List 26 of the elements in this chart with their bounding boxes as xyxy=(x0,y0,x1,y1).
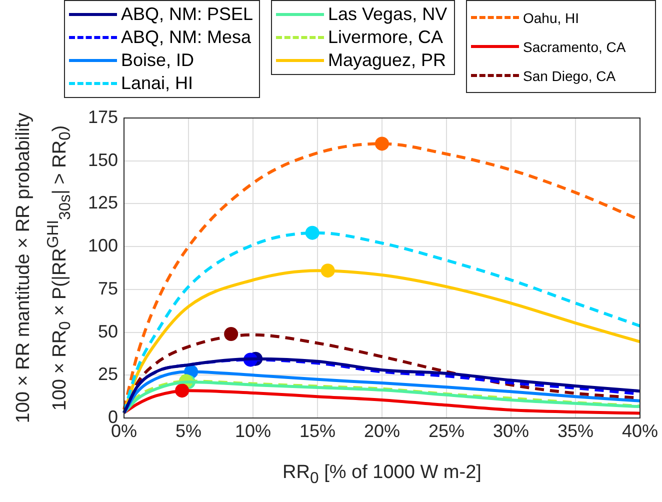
legend-label: San Diego, CA xyxy=(523,68,616,84)
y-tick-label: 25 xyxy=(98,364,118,384)
x-tick-label: 15% xyxy=(299,420,336,441)
y-tick-label: 175 xyxy=(88,106,118,127)
legend-label: Las Vegas, NV xyxy=(328,4,448,25)
x-tick-label: 20% xyxy=(364,420,400,441)
y-tick-label: 50 xyxy=(98,321,118,342)
x-tick-label: 35% xyxy=(557,420,594,441)
legend-label: Livermore, CA xyxy=(328,27,444,48)
legend-label: ABQ, NM: Mesa xyxy=(121,27,252,48)
y-tick-label: 150 xyxy=(88,150,118,170)
x-axis-title: RR$_{0}$ [% of 1000 W m-2] xyxy=(282,462,482,488)
x-tick-label: 5% xyxy=(175,420,202,441)
y-tick-label: 75 xyxy=(98,278,118,298)
legend-label: Sacramento, CA xyxy=(523,38,626,54)
legend-label: Mayaguez, PR xyxy=(328,50,446,71)
x-tick-label: 30% xyxy=(492,420,530,441)
x-tick-label: 40% xyxy=(622,420,658,441)
y-tick-label: 100 xyxy=(88,236,118,256)
y-tick-label: 125 xyxy=(88,192,118,213)
legend-label: Oahu, HI xyxy=(523,10,580,26)
x-tick-label: 10% xyxy=(234,420,272,441)
legend-label: Boise, ID xyxy=(121,50,194,71)
legend-label: ABQ, NM: PSEL xyxy=(121,4,254,25)
legend-label: Lanai, HI xyxy=(121,73,194,94)
x-tick-label: 25% xyxy=(428,420,465,441)
